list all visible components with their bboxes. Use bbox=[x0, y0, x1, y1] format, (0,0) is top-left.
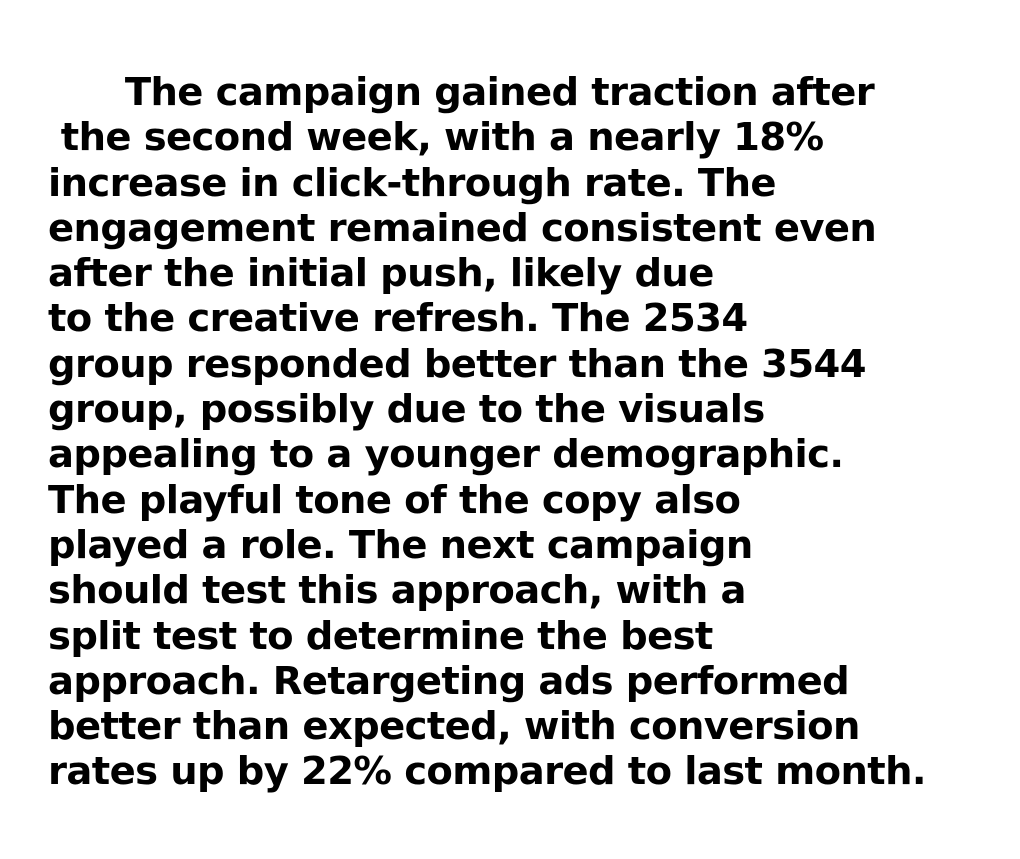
text-line-8: group, possibly due to the visuals bbox=[48, 387, 765, 433]
text-line-14: approach. Retargeting ads performed bbox=[48, 658, 850, 704]
text-line-12: should test this approach, with a bbox=[48, 568, 746, 614]
text-line-2: the second week, with a nearly 18% bbox=[48, 115, 824, 161]
text-line-13: split test to determine the best bbox=[48, 613, 713, 659]
text-line-1: The campaign gained traction after bbox=[48, 70, 875, 115]
text-line-6: to the creative refresh. The 2534 bbox=[48, 296, 748, 342]
text-line-5: after the initial push, likely due bbox=[48, 251, 714, 297]
text-line-15: better than expected, with conversion bbox=[48, 704, 860, 750]
text-line-4: engagement remained consistent even bbox=[48, 205, 877, 251]
text-line-11: played a role. The next campaign bbox=[48, 522, 753, 568]
body-paragraph: The campaign gained traction after the s… bbox=[48, 70, 1008, 795]
text-line-10: The playful tone of the copy also bbox=[48, 477, 741, 523]
text-line-16: rates up by 22% compared to last month. bbox=[48, 749, 927, 795]
text-line-9: appealing to a younger demographic. bbox=[48, 432, 844, 478]
text-line-3: increase in click-through rate. The bbox=[48, 160, 776, 206]
text-line-7: group responded better than the 3544 bbox=[48, 341, 867, 387]
